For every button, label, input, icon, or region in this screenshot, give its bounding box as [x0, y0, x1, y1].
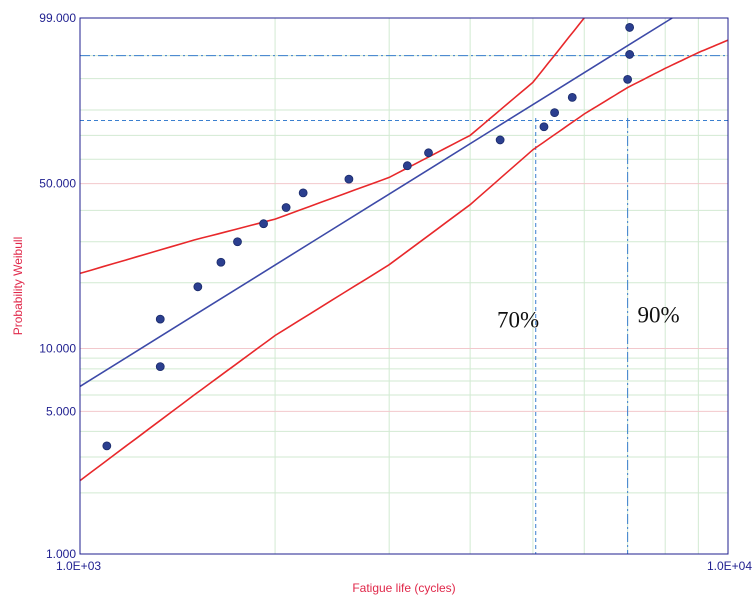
upper-confidence-bound — [79, 17, 585, 275]
y-tick-label: 1.000 — [46, 547, 76, 561]
y-tick-label: 50.000 — [39, 177, 76, 191]
data-point — [495, 135, 505, 145]
data-point — [625, 23, 635, 32]
x-axis-label: Fatigue life (cycles) — [352, 581, 455, 595]
y-tick-label: 99.000 — [39, 11, 76, 25]
data-point — [550, 108, 559, 118]
data-points — [102, 23, 635, 451]
data-point — [298, 188, 308, 198]
annotation-label: 90% — [637, 303, 679, 328]
x-tick-label: 1.0E+04 — [707, 559, 752, 573]
data-point — [539, 122, 549, 132]
lower-confidence-bound — [79, 39, 729, 482]
x-tick-label: 1.0E+03 — [56, 559, 101, 573]
data-point — [233, 237, 242, 247]
tick-labels: 1.000 5.000 10.000 50.000 99.000 1.0E+03 1.0E+… — [39, 11, 752, 573]
gridlines — [80, 18, 728, 554]
data-point — [424, 148, 433, 158]
data-point — [625, 50, 635, 59]
data-point — [567, 93, 577, 102]
data-point — [623, 74, 633, 84]
reference-lines — [80, 55, 728, 554]
fit-and-confidence-lines — [79, 17, 729, 482]
y-tick-label: 5.000 — [46, 404, 76, 418]
y-tick-label: 10.000 — [39, 341, 76, 355]
annotations: 70% 90% — [497, 303, 680, 333]
data-point — [216, 257, 226, 267]
data-point — [344, 174, 354, 184]
data-point — [155, 362, 165, 372]
data-point — [155, 314, 165, 324]
data-point — [259, 219, 268, 229]
y-axis-label: Probability Weibull — [11, 237, 25, 336]
data-point — [402, 161, 412, 171]
data-point — [193, 282, 203, 292]
data-point — [102, 441, 112, 451]
fit-line — [79, 17, 673, 388]
plot-frame — [79, 17, 729, 555]
annotation-label: 70% — [497, 308, 539, 333]
data-point — [281, 203, 291, 212]
